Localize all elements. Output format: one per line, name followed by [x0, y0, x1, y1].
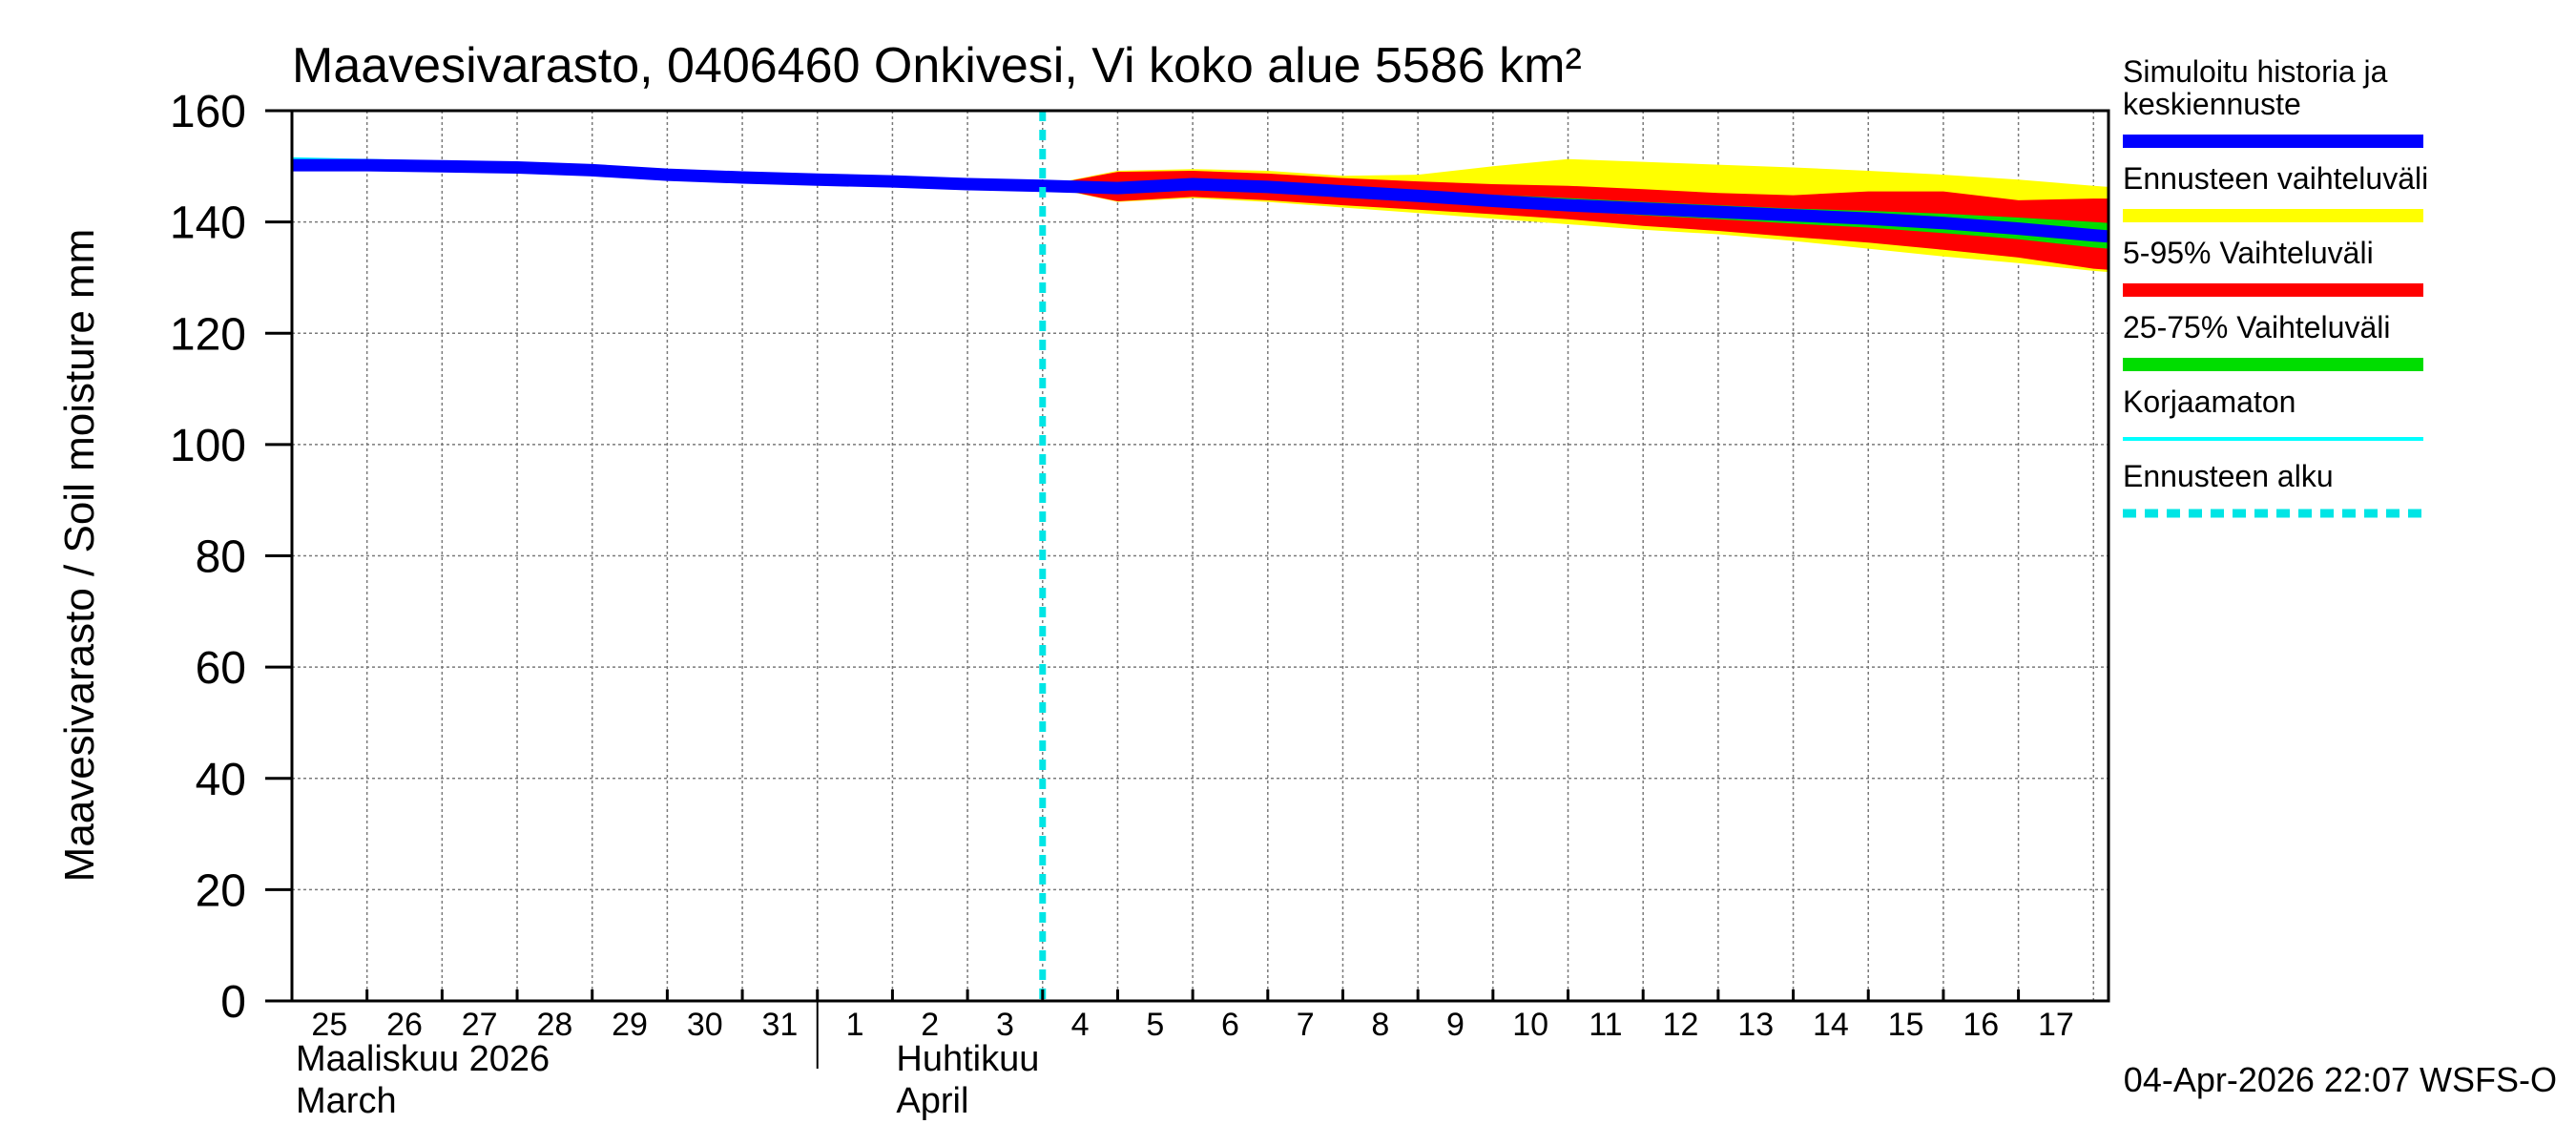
x-tick-label: 6	[1221, 1007, 1239, 1043]
y-tick-label: 40	[196, 755, 246, 805]
y-tick-label: 160	[170, 87, 246, 137]
legend-label: Ennusteen alku	[2123, 459, 2334, 493]
month-label-en: April	[896, 1081, 968, 1121]
x-tick-label: 12	[1663, 1007, 1699, 1043]
y-tick-label: 80	[196, 532, 246, 583]
x-tick-label: 7	[1297, 1007, 1315, 1043]
mean-forecast-line	[292, 158, 2109, 243]
month-label-en: March	[296, 1081, 397, 1121]
x-tick-label: 11	[1589, 1007, 1622, 1043]
timestamp: 04-Apr-2026 22:07 WSFS-O	[2124, 1060, 2557, 1099]
legend-label: Ennusteen vaihteluväli	[2123, 161, 2428, 196]
x-tick-label: 17	[2038, 1007, 2074, 1043]
x-tick-label: 27	[462, 1007, 498, 1043]
x-tick-label: 3	[996, 1007, 1014, 1043]
x-tick-label: 9	[1446, 1007, 1465, 1043]
chart-title: Maavesivarasto, 0406460 Onkivesi, Vi kok…	[292, 38, 1582, 94]
plot-area	[291, 111, 2109, 1001]
y-tick-label: 100	[170, 421, 246, 471]
month-label-fi: Huhtikuu	[896, 1039, 1039, 1079]
y-tick-label: 120	[170, 309, 246, 360]
y-tick-label: 60	[196, 643, 246, 694]
x-tick-label: 8	[1371, 1007, 1389, 1043]
x-tick-label: 31	[761, 1007, 798, 1043]
x-tick-label: 2	[921, 1007, 939, 1043]
legend-item: Korjaamaton	[2123, 385, 2423, 441]
legend-label: 5-95% Vaihteluväli	[2123, 236, 2374, 270]
x-tick-label: 1	[846, 1007, 864, 1043]
x-tick-label: 4	[1071, 1007, 1090, 1043]
y-axis-label: Maavesivarasto / Soil moisture mm	[56, 229, 103, 883]
month-label-fi: Maaliskuu 2026	[296, 1039, 550, 1079]
legend-item: Ennusteen alku	[2123, 459, 2423, 518]
x-tick-label: 26	[386, 1007, 423, 1043]
x-tick-label: 28	[536, 1007, 572, 1043]
legend-label: Korjaamaton	[2123, 385, 2296, 419]
legend-item: Simuloitu historia ja keskiennuste	[2123, 54, 2423, 148]
x-tick-label: 10	[1512, 1007, 1548, 1043]
x-tick-label: 29	[612, 1007, 648, 1043]
x-tick-label: 13	[1737, 1007, 1774, 1043]
legend-item: Ennusteen vaihteluväli	[2123, 161, 2428, 222]
legend-item: 25-75% Vaihteluväli	[2123, 310, 2423, 371]
legend-item: 5-95% Vaihteluväli	[2123, 236, 2423, 297]
x-tick-label: 25	[311, 1007, 347, 1043]
legend-label: Simuloitu historia ja keskiennuste	[2123, 54, 2388, 121]
x-tick-label: 15	[1888, 1007, 1924, 1043]
x-tick-label: 16	[1963, 1007, 1999, 1043]
x-tick-label: 30	[687, 1007, 723, 1043]
legend: Simuloitu historia ja keskiennuste Ennuste…	[2123, 54, 2428, 518]
x-tick-label: 5	[1146, 1007, 1164, 1043]
y-tick-label: 140	[170, 198, 246, 249]
x-tick-label: 14	[1813, 1007, 1849, 1043]
y-tick-label: 20	[196, 865, 246, 916]
y-tick-label: 0	[220, 977, 246, 1028]
legend-label: 25-75% Vaihteluväli	[2123, 310, 2390, 344]
